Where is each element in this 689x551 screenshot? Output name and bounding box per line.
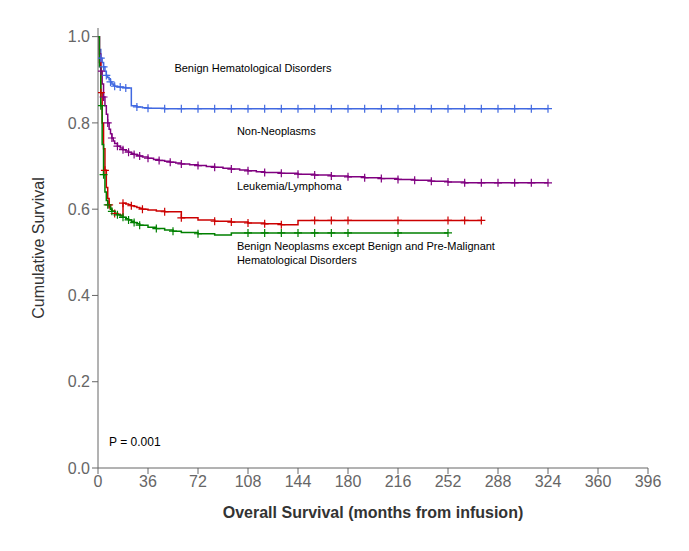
- svg-text:0.6: 0.6: [68, 201, 90, 218]
- svg-text:Overall Survival (months from: Overall Survival (months from infusion): [223, 504, 524, 521]
- svg-text:0.4: 0.4: [68, 287, 90, 304]
- svg-text:Leukemia/Lymphoma: Leukemia/Lymphoma: [237, 180, 343, 192]
- svg-text:Benign Hematological Disorders: Benign Hematological Disorders: [174, 62, 332, 74]
- svg-text:396: 396: [635, 473, 662, 490]
- svg-text:108: 108: [235, 473, 262, 490]
- svg-text:252: 252: [435, 473, 462, 490]
- svg-text:P = 0.001: P = 0.001: [109, 435, 161, 449]
- svg-text:216: 216: [385, 473, 412, 490]
- svg-text:0.2: 0.2: [68, 373, 90, 390]
- svg-text:360: 360: [585, 473, 612, 490]
- svg-text:1.0: 1.0: [68, 28, 90, 45]
- svg-text:36: 36: [139, 473, 157, 490]
- svg-text:288: 288: [485, 473, 512, 490]
- svg-text:324: 324: [535, 473, 562, 490]
- svg-text:0.8: 0.8: [68, 115, 90, 132]
- svg-text:Non-Neoplasms: Non-Neoplasms: [237, 125, 316, 137]
- svg-text:180: 180: [335, 473, 362, 490]
- svg-text:Cumulative Survival: Cumulative Survival: [30, 177, 47, 318]
- svg-text:0.0: 0.0: [68, 460, 90, 477]
- svg-text:72: 72: [189, 473, 207, 490]
- svg-text:Benign Neoplasms except Benign: Benign Neoplasms except Benign and Pre-M…: [237, 240, 495, 265]
- svg-text:0: 0: [94, 473, 103, 490]
- svg-text:144: 144: [285, 473, 312, 490]
